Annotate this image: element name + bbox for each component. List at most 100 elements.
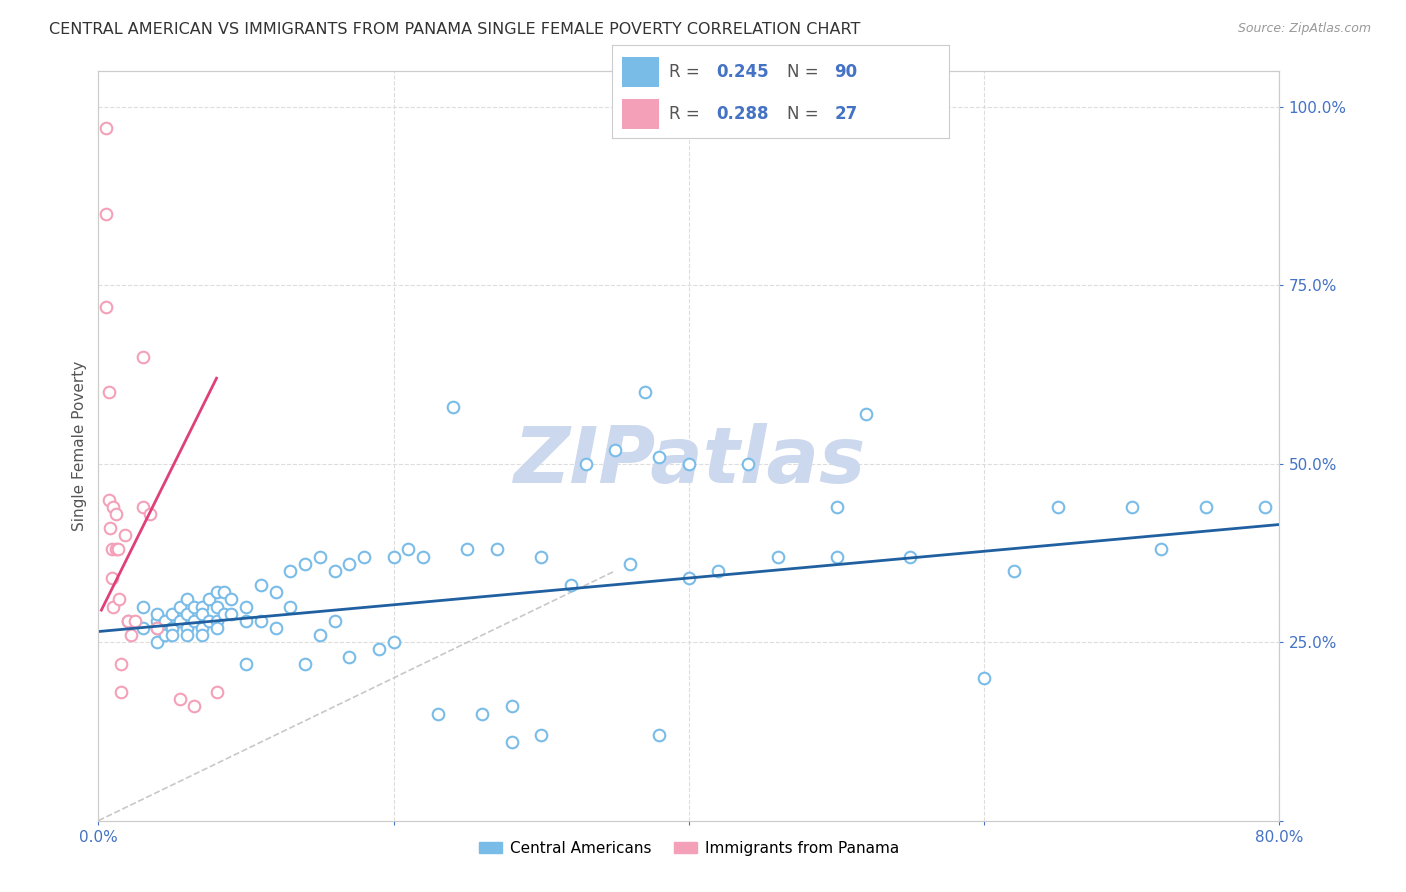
Point (441, 400, 464, 414)
Text: ZIPatlas: ZIPatlas (513, 423, 865, 499)
Point (212, 585, 235, 599)
Point (339, 649, 361, 664)
Point (353, 549, 375, 564)
Point (205, 585, 228, 599)
Text: 90: 90 (834, 62, 858, 81)
Point (205, 685, 228, 699)
Point (1150, 542, 1173, 557)
Point (97, 385, 120, 400)
Point (176, 607, 198, 621)
Point (530, 728, 553, 742)
Point (323, 614, 346, 628)
Point (250, 614, 273, 628)
Point (427, 706, 450, 721)
Point (146, 621, 169, 635)
Point (132, 599, 155, 614)
Point (108, 592, 131, 607)
Point (294, 557, 316, 571)
Text: N =: N = (787, 62, 824, 81)
Point (117, 614, 139, 628)
Point (619, 557, 641, 571)
Point (169, 614, 191, 628)
Bar (621, 99, 659, 129)
Text: 0.288: 0.288 (716, 105, 769, 123)
Point (235, 614, 257, 628)
Point (146, 614, 169, 628)
Legend: Central Americans, Immigrants from Panama: Central Americans, Immigrants from Panam… (472, 835, 905, 862)
Point (198, 614, 221, 628)
Point (183, 614, 205, 628)
Point (560, 578, 582, 592)
Point (176, 628, 198, 642)
Point (100, 571, 122, 585)
Point (169, 692, 191, 706)
Point (825, 500, 848, 514)
Point (153, 614, 176, 628)
Point (280, 564, 302, 578)
Point (471, 706, 494, 721)
Point (105, 542, 128, 557)
Point (153, 628, 176, 642)
Point (169, 599, 191, 614)
Point (132, 500, 155, 514)
Bar (621, 57, 659, 87)
Point (382, 549, 405, 564)
Text: 27: 27 (834, 105, 858, 123)
Text: Source: ZipAtlas.com: Source: ZipAtlas.com (1237, 22, 1371, 36)
Point (280, 599, 302, 614)
Point (707, 564, 730, 578)
Point (183, 599, 205, 614)
Point (176, 621, 198, 635)
Point (132, 350, 155, 364)
Point (110, 685, 132, 699)
Point (1195, 500, 1218, 514)
Point (124, 614, 146, 628)
Point (205, 621, 228, 635)
Point (98, 521, 121, 535)
Point (162, 628, 183, 642)
Text: 0.245: 0.245 (716, 62, 769, 81)
Point (501, 699, 523, 714)
Y-axis label: Single Female Poverty: Single Female Poverty (72, 361, 87, 531)
Point (205, 599, 228, 614)
Point (323, 564, 346, 578)
Point (235, 599, 257, 614)
Point (235, 657, 257, 671)
Point (205, 614, 228, 628)
Point (1121, 500, 1143, 514)
Point (634, 385, 657, 400)
Point (132, 621, 155, 635)
Point (309, 628, 332, 642)
Point (94, 300, 117, 314)
Point (176, 592, 198, 607)
Point (486, 542, 509, 557)
Point (114, 528, 136, 542)
Point (855, 407, 877, 421)
Text: CENTRAL AMERICAN VS IMMIGRANTS FROM PANAMA SINGLE FEMALE POVERTY CORRELATION CHA: CENTRAL AMERICAN VS IMMIGRANTS FROM PANA… (49, 22, 860, 37)
Point (117, 614, 139, 628)
Point (97, 492, 120, 507)
Point (264, 585, 287, 599)
Point (398, 542, 420, 557)
Point (212, 607, 235, 621)
Point (605, 442, 627, 457)
Point (191, 628, 214, 642)
Point (110, 657, 132, 671)
Point (900, 549, 922, 564)
Point (678, 571, 700, 585)
Point (973, 671, 995, 685)
Point (100, 542, 122, 557)
Point (309, 549, 332, 564)
Point (368, 642, 391, 657)
Point (250, 578, 273, 592)
Point (1002, 564, 1025, 578)
Point (1046, 500, 1070, 514)
Point (294, 657, 316, 671)
Point (412, 549, 434, 564)
Point (139, 507, 162, 521)
Point (162, 621, 183, 635)
Point (221, 592, 243, 607)
Point (105, 507, 128, 521)
Point (530, 549, 553, 564)
Point (766, 549, 789, 564)
